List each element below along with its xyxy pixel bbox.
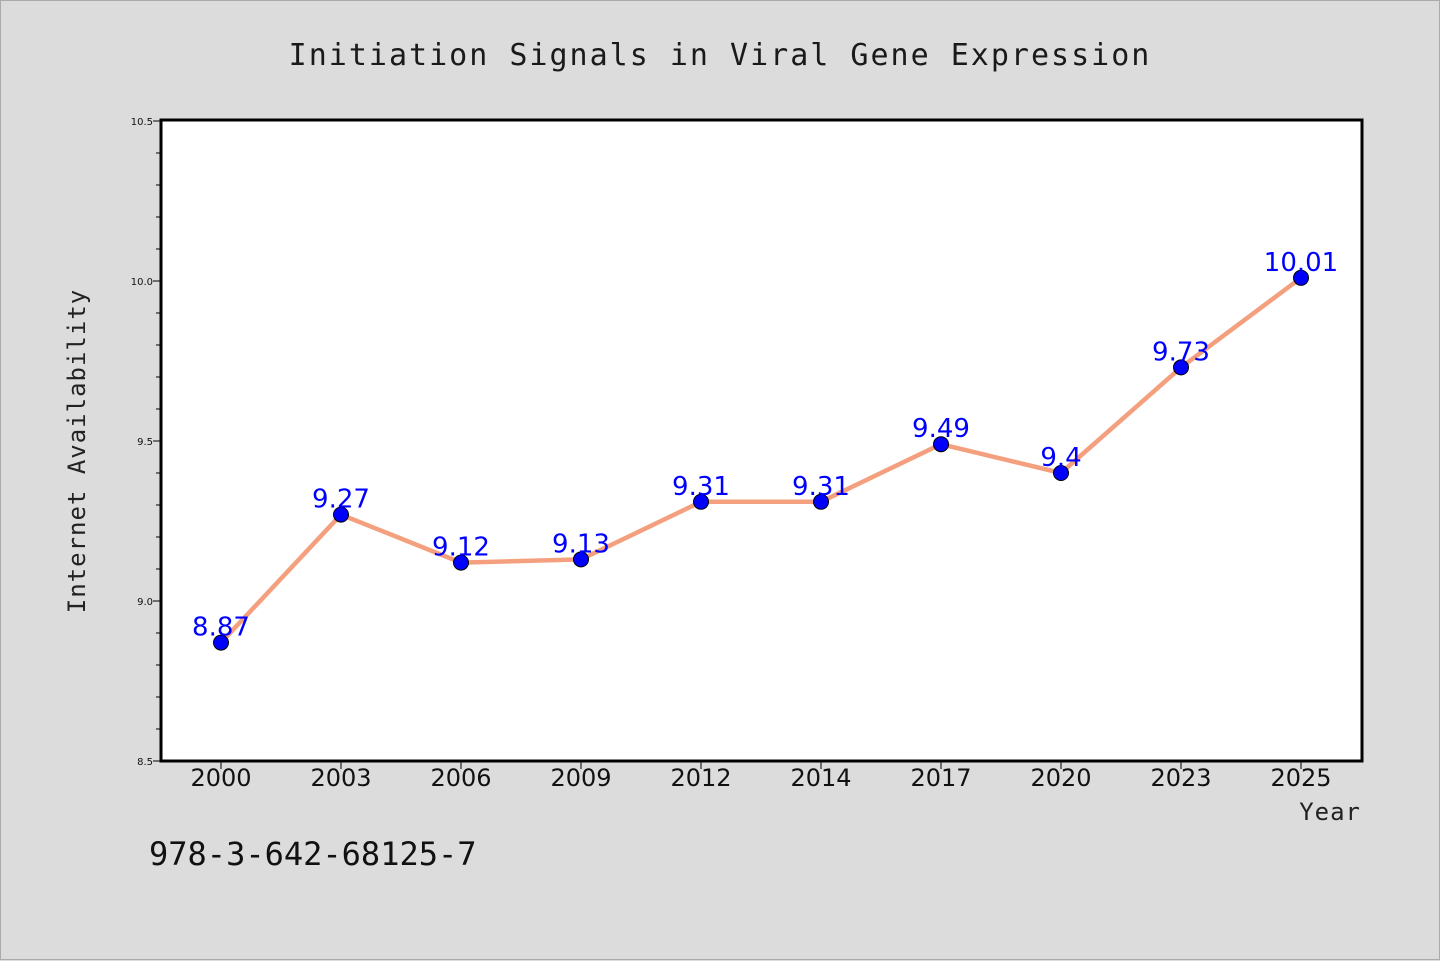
x-tick-label: 2012 xyxy=(670,764,731,792)
footer-isbn: 978-3-642-68125-7 xyxy=(149,835,477,873)
data-point-marker xyxy=(333,506,349,523)
data-point-marker xyxy=(453,554,469,571)
data-value-label: 10.01 xyxy=(1264,248,1338,278)
chart-title: Initiation Signals in Viral Gene Express… xyxy=(289,38,1152,73)
y-tick-label: 9.0 xyxy=(137,597,153,608)
data-point-marker xyxy=(573,551,589,568)
data-value-label: 9.31 xyxy=(792,472,850,502)
y-axis-label: Internet Availability xyxy=(63,289,91,613)
data-value-label: 9.31 xyxy=(672,472,730,502)
x-tick-label: 2020 xyxy=(1030,764,1091,792)
y-tick-label: 8.5 xyxy=(137,757,153,768)
x-tick-label: 2025 xyxy=(1270,764,1331,792)
data-value-label: 9.12 xyxy=(432,533,490,563)
data-value-label: 9.73 xyxy=(1152,337,1210,367)
x-tick-label: 2023 xyxy=(1150,764,1211,792)
data-point-marker xyxy=(1173,359,1189,376)
data-labels: 8.87 9.27 9.12 9.13 9.31 9.31 9.49 9.4 9.73 10.01 xyxy=(192,248,1338,643)
data-point-marker xyxy=(1053,465,1069,481)
data-value-label: 9.49 xyxy=(912,414,970,444)
x-tick-label: 2006 xyxy=(430,764,491,792)
y-tick-label: 10.0 xyxy=(131,277,153,288)
x-tick-label: 2017 xyxy=(910,764,971,792)
series-line-layer xyxy=(218,275,1304,645)
x-axis-label: Year xyxy=(1299,798,1361,826)
series-line xyxy=(218,275,1304,645)
data-point-marker xyxy=(693,493,709,510)
data-point-marker xyxy=(1293,269,1309,286)
x-tick-label: 2014 xyxy=(790,764,851,792)
data-point-marker xyxy=(213,634,229,651)
plot-area xyxy=(159,118,1364,763)
data-value-label: 9.4 xyxy=(1040,443,1081,473)
x-tick-label: 2000 xyxy=(190,764,251,792)
series-markers xyxy=(213,269,1309,651)
data-value-label: 9.13 xyxy=(552,529,610,559)
data-value-label: 8.87 xyxy=(192,613,250,643)
data-point-marker xyxy=(813,493,829,510)
axis-ticks: 8.5 9.0 9.5 10.0 10.5 2000 2003 2006 2009 2012 201… xyxy=(131,117,1332,792)
x-tick-label: 2003 xyxy=(310,764,371,792)
y-tick-label: 9.5 xyxy=(137,437,153,448)
y-tick-label: 10.5 xyxy=(131,117,153,128)
data-point-marker xyxy=(933,436,949,453)
data-value-label: 9.27 xyxy=(312,485,370,515)
x-tick-label: 2009 xyxy=(550,764,611,792)
